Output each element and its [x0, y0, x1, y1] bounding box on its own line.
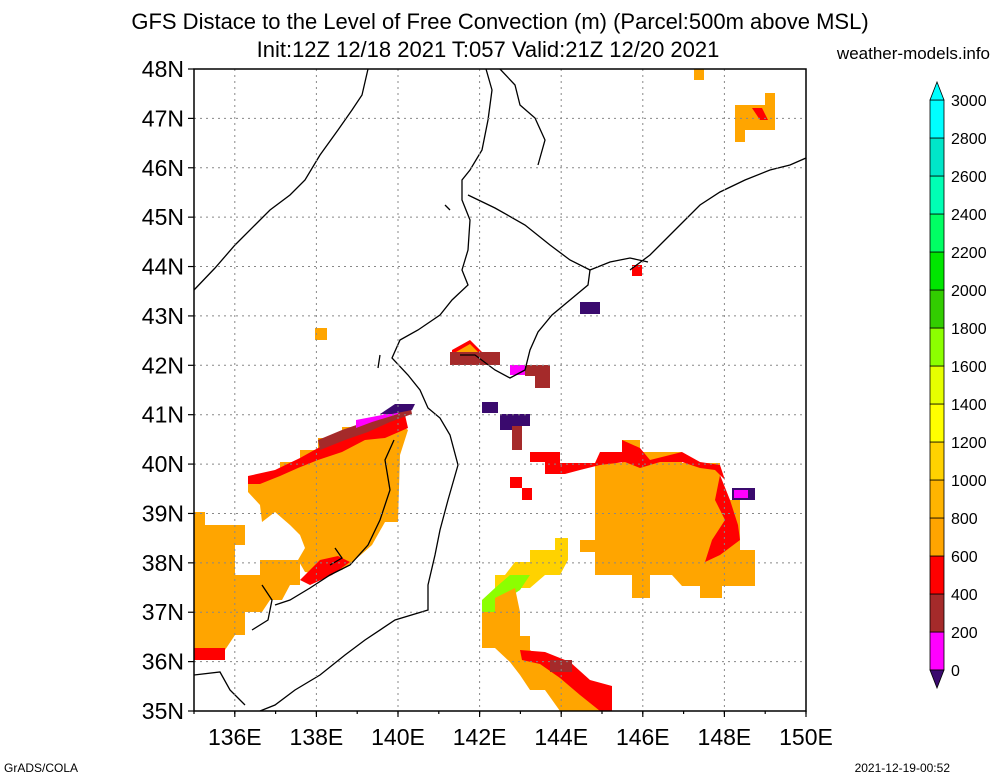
colorbar-label: 600 — [951, 549, 978, 566]
lon-label: 146E — [616, 724, 670, 750]
colorbar-bin — [929, 175, 945, 215]
lat-label: 45N — [142, 204, 184, 230]
colorbar-bin — [929, 213, 945, 253]
field-kamchatka-red — [752, 108, 768, 120]
colorbar-bin — [929, 99, 945, 139]
colorbar-label: 1400 — [951, 397, 987, 414]
lat-label: 44N — [142, 254, 184, 280]
colorbar-label: 2600 — [951, 169, 987, 186]
field-pacific-south-red — [520, 650, 612, 711]
field-dot-1 — [315, 328, 327, 340]
field-dot-2 — [694, 69, 704, 80]
lat-label: 39N — [142, 500, 184, 526]
lon-label: 136E — [208, 724, 262, 750]
colorbar-label: 200 — [951, 625, 978, 642]
latitude-labels: 48N 47N 46N 45N 44N 43N 42N 41N 40N 39N 38N 37N 36N 3… — [142, 56, 184, 724]
site-credit: weather-models.info — [836, 44, 990, 63]
colorbar-bin — [929, 327, 945, 367]
lon-label: 144E — [534, 724, 588, 750]
axis-ticks — [188, 68, 807, 717]
colorbar-bin — [929, 631, 945, 671]
colorbar-label: 1200 — [951, 435, 987, 452]
colorbar-bin — [929, 403, 945, 443]
lon-label: 140E — [371, 724, 425, 750]
lat-label: 47N — [142, 105, 184, 131]
colorbar-label: 1600 — [951, 359, 987, 376]
colorbar-bin — [929, 365, 945, 405]
colorbar-bin — [929, 441, 945, 481]
colorbar-label: 1800 — [951, 321, 987, 338]
field-sea-of-japan — [194, 512, 300, 650]
colorbar-label: 2000 — [951, 283, 987, 300]
field-pacific-south-brown — [550, 660, 572, 672]
field-sado-red — [300, 556, 350, 585]
footer-software: GrADS/COLA — [4, 761, 79, 775]
lat-label: 41N — [142, 402, 184, 428]
colorbar-bin — [929, 593, 945, 633]
field-brown-small — [512, 426, 522, 450]
colorbar-bin — [929, 137, 945, 177]
colorbar-label: 0 — [951, 663, 960, 680]
colorbar-label: 2800 — [951, 131, 987, 148]
colorbar-bin — [929, 517, 945, 557]
map-frame — [193, 68, 807, 712]
lon-label: 148E — [698, 724, 752, 750]
colorbar-label: 1000 — [951, 473, 987, 490]
lat-label: 42N — [142, 352, 184, 378]
longitude-labels: 136E 138E 140E 142E 144E 146E 148E 150E — [208, 724, 833, 750]
field-pacific-red-north — [530, 440, 725, 480]
lat-label: 48N — [142, 56, 184, 82]
map-title: GFS Distace to the Level of Free Convect… — [131, 9, 869, 34]
lat-label: 37N — [142, 599, 184, 625]
field-kamchatka — [735, 93, 775, 142]
lon-label: 142E — [453, 724, 507, 750]
map-subtitle: Init:12Z 12/18 2021 T:057 Valid:21Z 12/2… — [256, 37, 720, 62]
lon-label: 150E — [779, 724, 833, 750]
lat-label: 40N — [142, 451, 184, 477]
colorbar-label: 2400 — [951, 207, 987, 224]
footer-timestamp: 2021-12-19-00:52 — [854, 761, 950, 775]
colorbar-bin — [929, 289, 945, 329]
field-erimo-brown — [525, 365, 550, 388]
colorbar-bin — [929, 479, 945, 519]
gridlines — [194, 69, 806, 711]
colorbar-label: 2200 — [951, 245, 987, 262]
colorbar-label: 800 — [951, 511, 978, 528]
colorbar-bin — [929, 251, 945, 291]
field-kuril-red — [632, 265, 642, 276]
lfc-field — [194, 69, 775, 711]
colorbar-high-triangle — [929, 80, 945, 101]
field-north-honshu-west — [248, 420, 408, 574]
lat-label: 46N — [142, 155, 184, 181]
field-red-small — [510, 477, 532, 500]
lon-label: 138E — [290, 724, 344, 750]
lat-label: 36N — [142, 649, 184, 675]
field-coast-red — [248, 415, 408, 484]
field-pacific-red-east — [705, 475, 740, 562]
field-purple-2 — [500, 414, 530, 430]
lat-label: 43N — [142, 303, 184, 329]
colorbar-label: 3000 — [951, 93, 987, 110]
field-purple-1 — [482, 402, 498, 413]
field-kuril-purple — [580, 302, 600, 314]
colorbar-low-triangle — [929, 669, 945, 690]
field-pacific-magenta — [734, 490, 748, 498]
field-coast-purple — [380, 404, 415, 414]
field-sea-of-japan-red — [194, 648, 225, 660]
lat-label: 38N — [142, 550, 184, 576]
colorbar-bin — [929, 555, 945, 595]
colorbar-label: 400 — [951, 587, 978, 604]
field-oshima-brown — [450, 352, 500, 365]
lat-label: 35N — [142, 698, 184, 724]
colorbar: 0 200 400 600 800 1000 1200 1400 1600 1800 2000 220… — [929, 80, 987, 690]
